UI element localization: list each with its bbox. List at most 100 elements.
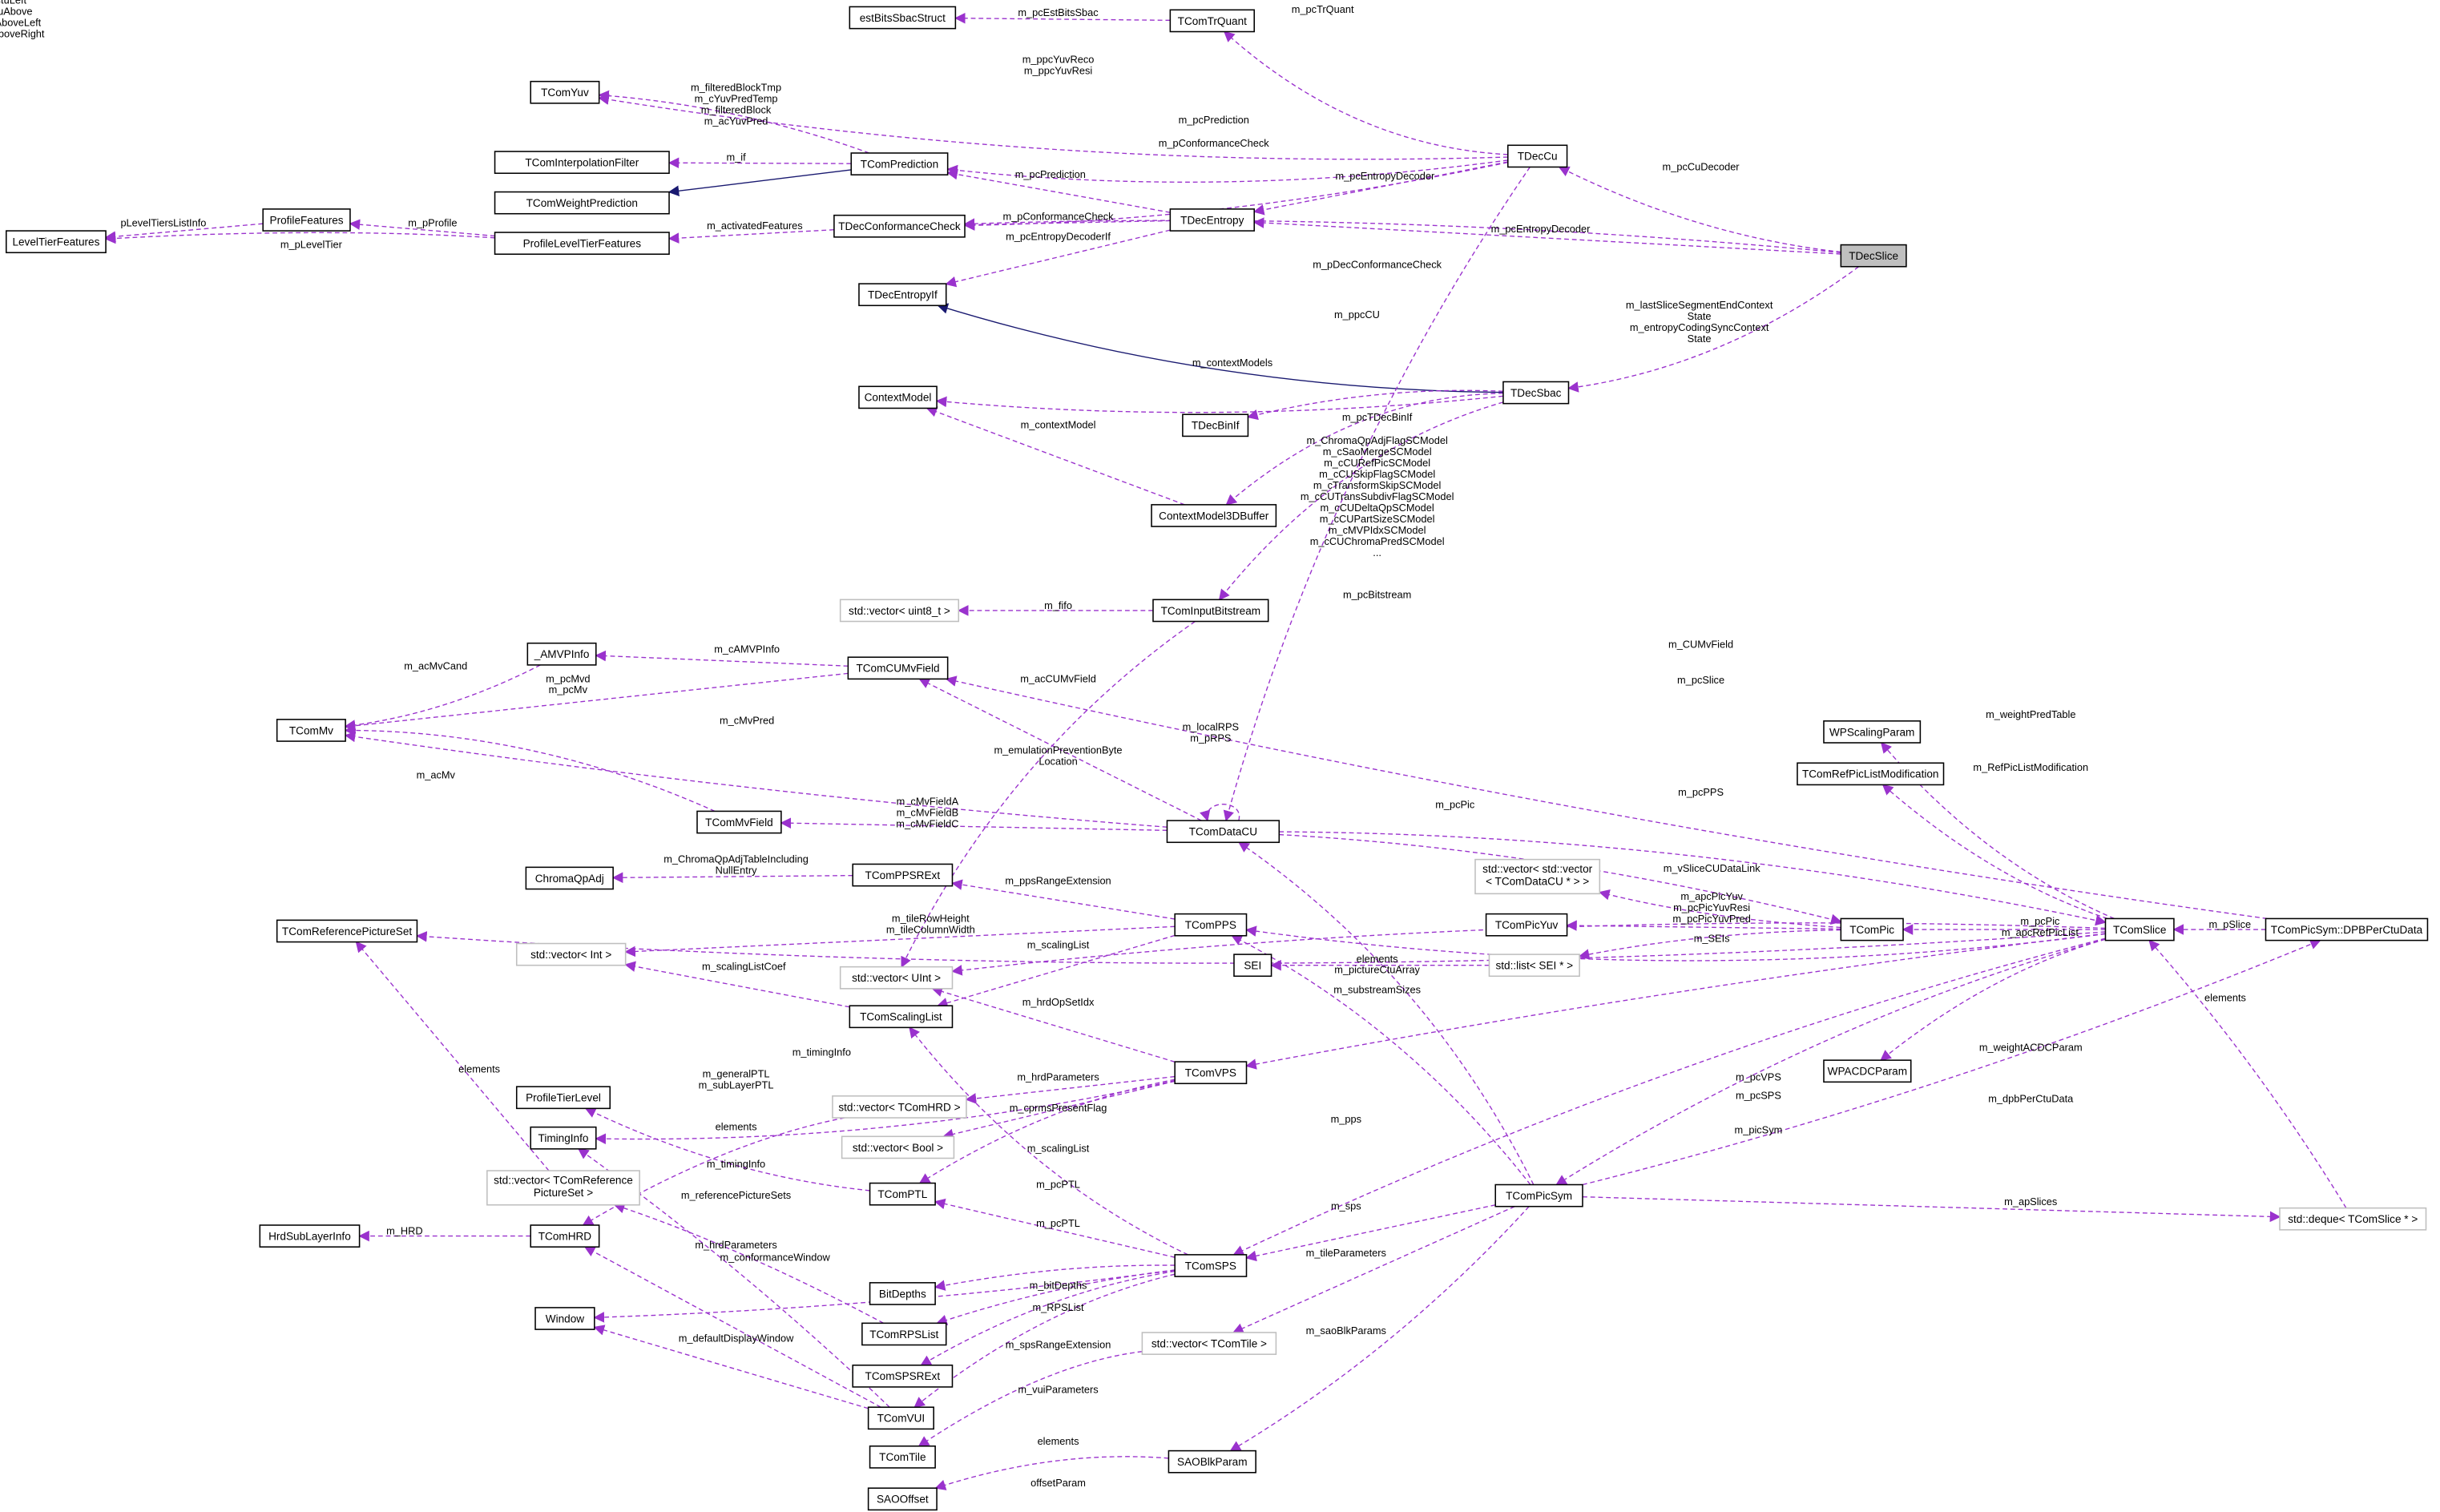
node-box (852, 1365, 954, 1388)
class-node-std-deque-tcomslice[interactable]: std::deque< TComSlice * > (2279, 1207, 2427, 1231)
class-node-tcomyuv[interactable]: TComYuv (530, 80, 600, 104)
class-node-tcompicyuv[interactable]: TComPicYuv (1485, 913, 1568, 937)
class-node-tdeccu[interactable]: TDecCu (1506, 144, 1568, 168)
class-node-std-vector-tcomreference-pictureset[interactable]: std::vector< TComReferencePictureSet > (486, 1170, 640, 1206)
class-node-wpscalingparam[interactable]: WPScalingParam (1823, 720, 1922, 744)
class-node-window[interactable]: Window (534, 1307, 595, 1330)
class-node-bitdepths[interactable]: BitDepths (869, 1282, 936, 1305)
class-node-tcomscalinglist[interactable]: TComScalingList (849, 1005, 954, 1029)
class-node-tdecsbac[interactable]: TDecSbac (1502, 381, 1570, 405)
member-edge-tcomdatacu-to-tcommvfield (780, 817, 1168, 832)
class-node-saooffset[interactable]: SAOOffset (867, 1487, 938, 1511)
class-node-tcomppsrext[interactable]: TComPPSRExt (852, 863, 954, 887)
class-node-profilefeatures[interactable]: ProfileFeatures (262, 208, 351, 232)
class-node-tcomcumvfield[interactable]: TComCUMvField (847, 656, 949, 680)
class-node-sei[interactable]: SEI (1233, 954, 1272, 978)
class-node-tdecentropy[interactable]: TDecEntropy (1169, 208, 1255, 232)
edge-label-line: elements (458, 1063, 500, 1075)
edge-label: m_acMv (417, 769, 456, 781)
member-edge-std-vector-tcomtile-to-tcomtile (918, 1351, 1143, 1447)
class-node-std-vector-tcomtile[interactable]: std::vector< TComTile > (1141, 1332, 1277, 1355)
class-node-std-vector-int[interactable]: std::vector< Int > (515, 942, 627, 966)
edge-label: m_pps (1331, 1113, 1361, 1125)
class-node-tcomsps[interactable]: TComSPS (1174, 1254, 1248, 1277)
class-node-tcomslice[interactable]: TComSlice (2104, 917, 2175, 941)
class-node-chromaqpadj[interactable]: ChromaQpAdj (525, 866, 614, 890)
class-node-tcompic[interactable]: TComPic (1840, 917, 1904, 941)
class-node-tcomtile[interactable]: TComTile (869, 1445, 936, 1469)
node-label: TComPicSym::DPBPerCtuData (2271, 924, 2423, 936)
class-node-saoblkparam[interactable]: SAOBlkParam (1168, 1450, 1256, 1474)
class-node-tcompicsym-dpbperctudata[interactable]: TComPicSym::DPBPerCtuData (2265, 917, 2429, 941)
class-node-tdecbinif[interactable]: TDecBinIf (1182, 413, 1249, 437)
class-node-tcommvfield[interactable]: TComMvField (696, 810, 782, 834)
class-node-profileleveltierfeatures[interactable]: ProfileLevelTierFeatures (494, 232, 670, 255)
class-node-std-vector-bool[interactable]: std::vector< Bool > (841, 1135, 955, 1159)
member-edge-tdeccu-to-tcomdatacu (1223, 167, 1531, 822)
class-node-std-vector-std-vector-tcomdatacu[interactable]: std::vector< std::vector< TComDataCU * >… (1474, 858, 1601, 895)
edge-label: m_scalingListCoef (702, 961, 786, 973)
class-node-leveltierfeatures[interactable]: LevelTierFeatures (5, 230, 107, 254)
class-node-amvpinfo[interactable]: _AMVPInfo (526, 642, 597, 666)
class-node-contextmodel3dbuffer[interactable]: ContextModel3DBuffer (1151, 504, 1277, 527)
class-node-tcomspsrext[interactable]: TComSPSRExt (852, 1365, 954, 1388)
class-node-tcomdatacu[interactable]: TComDataCU (1166, 820, 1280, 844)
class-node-tdecslice[interactable]: TDecSlice (1840, 244, 1907, 268)
edge-label-line: m_dpbPerCtuData (1988, 1093, 2074, 1105)
class-node-tdecconformancecheck[interactable]: TDecConformanceCheck (833, 214, 966, 238)
class-node-tcominterpolationfilter[interactable]: TComInterpolationFilter (494, 151, 670, 175)
class-node-tcomrefpiclistmodification[interactable]: TComRefPicListModification (1797, 762, 1945, 786)
class-node-profiletierlevel[interactable]: ProfileTierLevel (515, 1086, 611, 1110)
class-node-tcomweightprediction[interactable]: TComWeightPrediction (494, 191, 670, 215)
class-node-tcomptl[interactable]: TComPTL (869, 1182, 936, 1206)
class-node-tcomtrquant[interactable]: TComTrQuant (1169, 9, 1255, 33)
edge-label-line: m_pSlice (2209, 918, 2252, 930)
edge-label: m_pcVPS (1736, 1070, 1781, 1083)
class-node-tcomhrd[interactable]: TComHRD (530, 1224, 600, 1248)
member-edge-std-vector-tcomreference-pictureset-to-tcomreferencepictureset (355, 941, 550, 1171)
class-node-contextmodel[interactable]: ContextModel (858, 385, 938, 409)
edge-label-line: elements (2204, 991, 2246, 1003)
edge-label-line: ... (1373, 546, 1381, 558)
class-node-tcommv[interactable]: TComMv (276, 719, 346, 742)
class-node-tcomrpslist[interactable]: TComRPSList (861, 1322, 947, 1346)
class-node-hrdsublayerinfo[interactable]: HrdSubLayerInfo (259, 1224, 361, 1248)
edge-label-line: m_emulationPreventionByte (994, 744, 1123, 756)
member-edge-tcomvps-to-timinginfo (595, 1079, 1176, 1145)
member-edge-tcomslice-to-tcompps (1245, 925, 2106, 962)
edge-label-line: m_scalingList (1027, 938, 1090, 950)
class-node-tcomvui[interactable]: TComVUI (867, 1406, 934, 1430)
edge-label-line: m_pConformanceCheck (1159, 137, 1270, 149)
member-edge-tdeccu-to-tcomtrquant (1223, 30, 1508, 155)
edge-label-line: m_pcEntropyDecoderIf (1006, 231, 1111, 243)
edge-label-line: m_pcTrQuant (1292, 3, 1354, 15)
edge-label: m_pcPTL (1036, 1217, 1080, 1229)
class-node-tcomvps[interactable]: TComVPS (1174, 1061, 1248, 1085)
class-node-std-vector-uint8-t[interactable]: std::vector< uint8_t > (839, 599, 960, 623)
class-node-wpacdcparam[interactable]: WPACDCParam (1823, 1059, 1912, 1083)
member-edge-tcomcumvfield-to-amvpinfo (595, 650, 849, 667)
class-node-tcomreferencepictureset[interactable]: TComReferencePictureSet (276, 919, 418, 943)
class-node-tcompicsym[interactable]: TComPicSym (1494, 1183, 1583, 1208)
class-node-timinginfo[interactable]: TimingInfo (530, 1126, 597, 1150)
node-label: TComInterpolationFilter (525, 156, 639, 168)
class-node-std-vector-uint[interactable]: std::vector< UInt > (839, 966, 954, 990)
node-box (1474, 858, 1601, 895)
class-node-tcompps[interactable]: TComPPS (1174, 913, 1248, 937)
edge-label-line: m_tileParameters (1306, 1247, 1386, 1259)
class-node-tcomprediction[interactable]: TComPrediction (850, 152, 949, 175)
class-node-tdecentropyif[interactable]: TDecEntropyIf (858, 283, 947, 307)
class-node-tcominputbitstream[interactable]: TComInputBitstream (1152, 599, 1269, 623)
class-node-std-vector-tcomhrd[interactable]: std::vector< TComHRD > (832, 1095, 967, 1119)
class-node-estbitssbacstruct[interactable]: estBitsSbacStruct (849, 6, 957, 30)
node-label: std::vector< uint8_t > (849, 605, 950, 617)
class-node-std-list-sei[interactable]: std::list< SEI * > (1488, 954, 1580, 978)
edge-label-line: m_pProfile (408, 216, 457, 228)
node-box (530, 80, 600, 104)
member-edge-tcomptl-to-profiletierlevel (584, 1107, 870, 1191)
edge-label-line: m_pcEntropyDecoder (1491, 223, 1591, 235)
member-edge-saoblkparam-to-saooffset (934, 1456, 1169, 1490)
edge-label-line: m_cYuvPredTemp (695, 92, 778, 104)
member-edge-tcomsps-to-tcomscalinglist (909, 1026, 1188, 1256)
